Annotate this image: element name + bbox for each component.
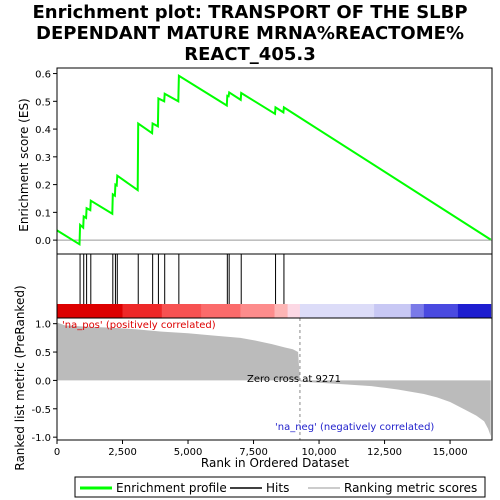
color-bar-segment-3 [201, 304, 241, 318]
color-bar-segment-5 [274, 304, 289, 318]
metric-y-axis-label: Ranked list metric (PreRanked) [13, 285, 27, 470]
metric-frame [56, 317, 493, 441]
color-bar-segment-4 [240, 304, 275, 318]
x-tick-label-4: 10,000 [302, 447, 337, 458]
x-tick-label-2: 5,000 [174, 447, 203, 458]
metric-y-tick-label-4: 1.0 [35, 320, 51, 331]
x-axis-label: Rank in Ordered Dataset [201, 456, 349, 470]
color-bar-segment-9 [410, 304, 425, 318]
es-y-tick-label-0: 0.0 [35, 236, 51, 247]
color-bar-segment-0 [57, 304, 124, 318]
chart-title: Enrichment plot: TRANSPORT OF THE SLBP D… [0, 2, 500, 65]
pos-label: 'na_pos' (positively correlated) [62, 320, 216, 331]
es-y-tick-label-4: 0.4 [35, 125, 51, 136]
es-y-tick-label-2: 0.2 [35, 181, 51, 192]
x-tick-label-1: 2,500 [108, 447, 137, 458]
es-y-axis-label: Enrichment score (ES) [17, 98, 31, 231]
legend-hits-label: Hits [266, 481, 289, 495]
es-series-line [56, 74, 492, 247]
legend-enrichment-label: Enrichment profile [116, 481, 227, 495]
es-y-tick-label-1: 0.1 [35, 208, 51, 219]
x-tick-label-0: 0 [54, 447, 60, 458]
es-y-tick-label-5: 0.5 [35, 97, 51, 108]
es-y-tick-label-3: 0.3 [35, 153, 51, 164]
title-line-2: DEPENDANT MATURE MRNA%REACTOME% [36, 23, 464, 44]
hits-panel [79, 254, 285, 304]
legend: Enrichment profile Hits Ranking metric s… [74, 476, 486, 498]
es-y-tick-label-6: 0.6 [35, 70, 51, 81]
x-tick-label-5: 12,500 [367, 447, 402, 458]
neg-label: 'na_neg' (negatively correlated) [275, 422, 434, 433]
metric-y-tick-label-0: -1.0 [31, 433, 51, 444]
x-tick-label-3: 7,500 [239, 447, 268, 458]
metric-area [57, 322, 491, 436]
title-line-3: REACT_405.3 [184, 44, 316, 65]
color-bar-segment-8 [374, 304, 412, 318]
legend-box [74, 476, 486, 498]
axes: 0.0 0.1 0.2 0.3 0.4 0.5 0.6 -1.0 -0.5 0.0 0.5 1.0 0 2… [31, 67, 493, 458]
legend-metric-label: Ranking metric scores [344, 481, 477, 495]
color-bar-segment-11 [457, 304, 492, 318]
metric-y-tick-label-2: 0.0 [35, 376, 51, 387]
es-frame [56, 67, 493, 255]
metric-panel [57, 304, 492, 440]
metric-y-tick-label-1: -0.5 [31, 405, 51, 416]
es-panel [56, 74, 492, 247]
color-bar-segment-6 [287, 304, 301, 318]
metric-y-tick-label-3: 0.5 [35, 348, 51, 359]
color-bar-segment-1 [122, 304, 163, 318]
color-bar-segment-2 [161, 304, 202, 318]
zero-cross-label: Zero cross at 9271 [247, 374, 341, 385]
title-line-1: Enrichment plot: TRANSPORT OF THE SLBP [32, 2, 468, 23]
x-tick-label-6: 15,000 [433, 447, 468, 458]
color-bar-segment-7 [299, 304, 375, 318]
color-bar-segment-10 [423, 304, 459, 318]
